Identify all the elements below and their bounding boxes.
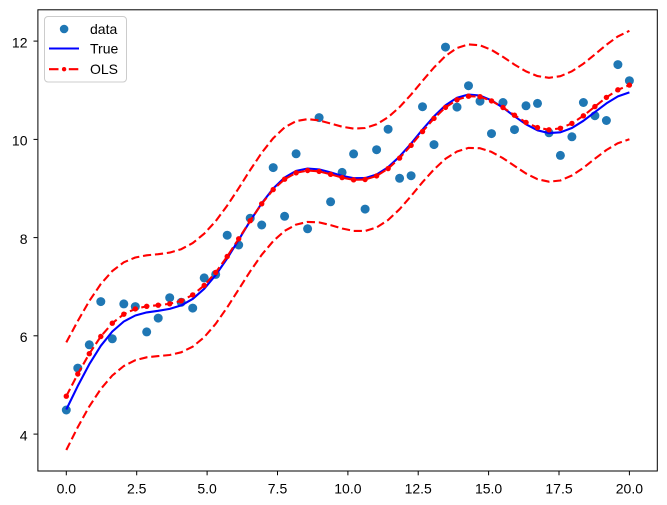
svg-text:5.0: 5.0 (197, 481, 217, 497)
svg-text:2.5: 2.5 (127, 481, 147, 497)
svg-text:True: True (90, 41, 118, 57)
svg-text:10: 10 (12, 133, 28, 149)
svg-text:data: data (90, 21, 117, 37)
svg-text:15.0: 15.0 (475, 481, 502, 497)
svg-text:0.0: 0.0 (57, 481, 77, 497)
svg-text:OLS: OLS (90, 61, 118, 77)
svg-text:4: 4 (20, 427, 28, 443)
svg-text:12: 12 (12, 34, 28, 50)
svg-text:8: 8 (20, 231, 28, 247)
svg-text:6: 6 (20, 329, 28, 345)
svg-text:7.5: 7.5 (268, 481, 288, 497)
svg-text:12.5: 12.5 (405, 481, 432, 497)
svg-text:10.0: 10.0 (334, 481, 361, 497)
svg-text:20.0: 20.0 (616, 481, 643, 497)
svg-text:17.5: 17.5 (545, 481, 572, 497)
